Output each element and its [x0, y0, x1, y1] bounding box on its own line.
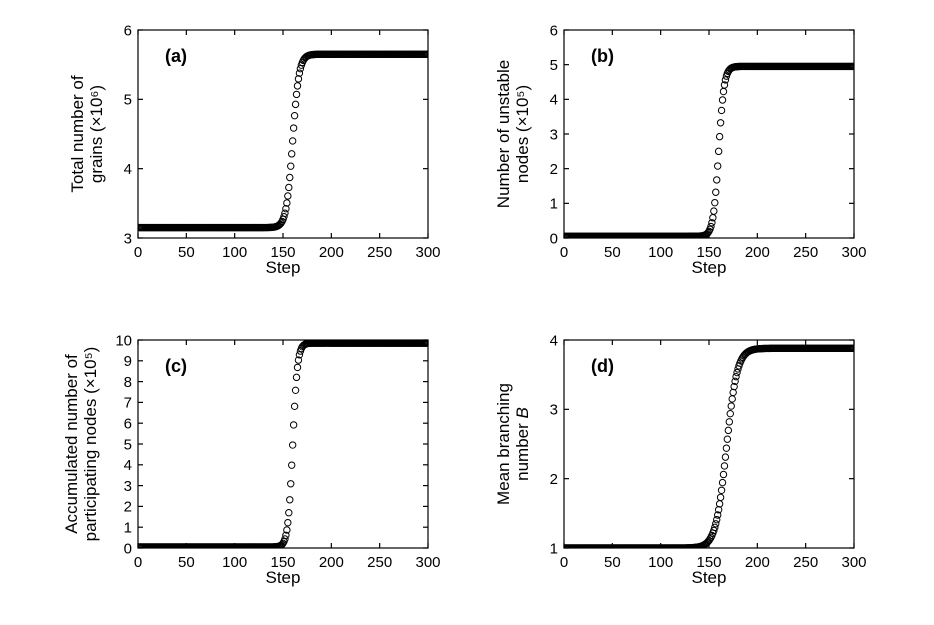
svg-text:250: 250	[367, 554, 392, 571]
panel-b-svg: 0501001502002503000123456(b)	[0, 0, 934, 625]
svg-text:2: 2	[124, 499, 132, 516]
svg-text:0: 0	[550, 230, 558, 247]
svg-text:(a): (a)	[165, 46, 187, 66]
svg-text:2: 2	[550, 471, 558, 488]
panel-c-ylabel: Accumulated number ofparticipating nodes…	[62, 324, 102, 564]
svg-text:6: 6	[124, 22, 132, 39]
svg-text:4: 4	[124, 457, 132, 474]
svg-text:6: 6	[550, 22, 558, 39]
svg-text:9: 9	[124, 353, 132, 370]
svg-text:50: 50	[604, 554, 621, 571]
svg-text:2: 2	[550, 161, 558, 178]
svg-text:300: 300	[415, 244, 440, 261]
svg-text:50: 50	[178, 554, 195, 571]
svg-text:250: 250	[793, 554, 818, 571]
svg-text:0: 0	[134, 554, 142, 571]
svg-text:3: 3	[124, 478, 132, 495]
figure: 0501001502002503003456(a) Total number o…	[0, 0, 934, 625]
svg-text:4: 4	[124, 161, 132, 178]
svg-text:4: 4	[550, 92, 558, 109]
svg-text:10: 10	[115, 332, 132, 349]
svg-text:3: 3	[124, 230, 132, 247]
svg-text:0: 0	[560, 244, 568, 261]
svg-text:300: 300	[841, 244, 866, 261]
svg-text:300: 300	[415, 554, 440, 571]
svg-text:(b): (b)	[591, 46, 614, 66]
svg-text:300: 300	[841, 554, 866, 571]
svg-text:6: 6	[124, 415, 132, 432]
panel-c-svg: 050100150200250300012345678910(c)	[0, 0, 934, 625]
panel-d-xlabel: Step	[649, 568, 769, 588]
svg-text:4: 4	[550, 332, 558, 349]
svg-text:0: 0	[134, 244, 142, 261]
svg-text:0: 0	[560, 554, 568, 571]
svg-text:8: 8	[124, 374, 132, 391]
panel-d-svg: 0501001502002503001234(d)	[0, 0, 934, 625]
svg-text:5: 5	[550, 57, 558, 74]
panel-b-ylabel: Number of unstablenodes (×10⁵)	[494, 14, 534, 254]
svg-text:0: 0	[124, 540, 132, 557]
svg-text:5: 5	[124, 436, 132, 453]
svg-text:5: 5	[124, 92, 132, 109]
svg-text:50: 50	[604, 244, 621, 261]
panel-c-xlabel: Step	[223, 568, 343, 588]
svg-text:7: 7	[124, 395, 132, 412]
svg-text:250: 250	[367, 244, 392, 261]
panel-b-xlabel: Step	[649, 258, 769, 278]
svg-text:(c): (c)	[165, 356, 187, 376]
svg-text:1: 1	[124, 519, 132, 536]
svg-text:250: 250	[793, 244, 818, 261]
panel-a-svg: 0501001502002503003456(a)	[0, 0, 934, 625]
svg-text:1: 1	[550, 540, 558, 557]
svg-text:3: 3	[550, 402, 558, 419]
svg-text:1: 1	[550, 196, 558, 213]
svg-text:3: 3	[550, 126, 558, 143]
panel-d-ylabel: Mean branchingnumber B	[494, 324, 534, 564]
svg-text:(d): (d)	[591, 356, 614, 376]
panel-a-xlabel: Step	[223, 258, 343, 278]
svg-text:50: 50	[178, 244, 195, 261]
panel-a-ylabel: Total number ofgrains (×10⁶)	[68, 14, 108, 254]
